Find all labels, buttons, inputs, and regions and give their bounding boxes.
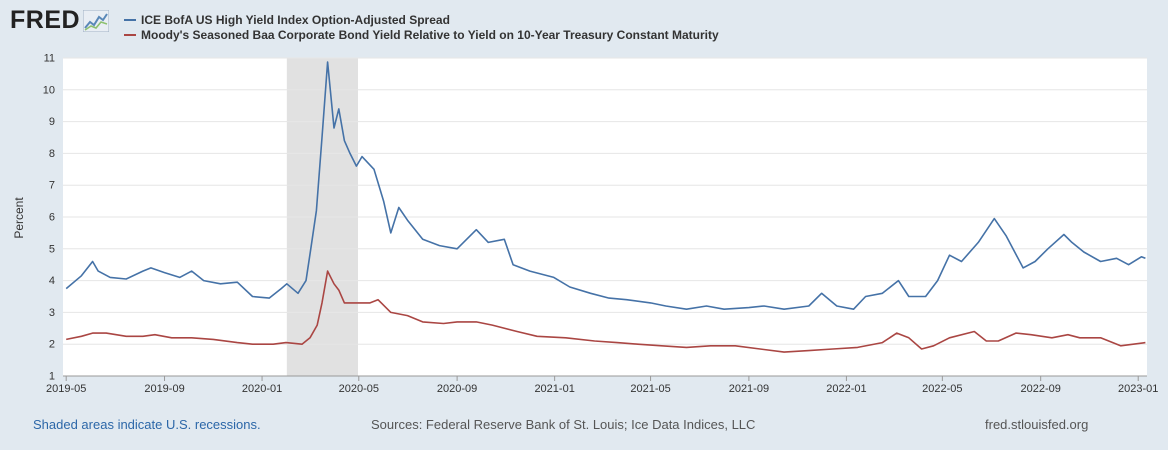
legend-item-hy-spread[interactable]: ICE BofA US High Yield Index Option-Adju… <box>124 12 719 27</box>
sources-text: Sources: Federal Reserve Bank of St. Lou… <box>371 417 756 432</box>
fred-chart-icon <box>83 9 110 32</box>
logo-text: FRED <box>10 6 81 34</box>
y-tick-label: 2 <box>49 339 55 351</box>
legend-label-baa-spread: Moody's Seasoned Baa Corporate Bond Yiel… <box>141 27 719 42</box>
line-chart[interactable]: 1 2 3 4 5 6 7 8 9 10 11 2019-05 2019-09 2020-01 2020-0… <box>0 0 1168 410</box>
chart-footer: Shaded areas indicate U.S. recessions. S… <box>0 415 1168 437</box>
x-tick-label: 2021-09 <box>729 383 769 395</box>
y-tick-label: 7 <box>49 180 55 192</box>
x-tick-label: 2022-01 <box>826 383 866 395</box>
fred-logo[interactable]: FRED <box>10 6 110 35</box>
x-tick-label: 2021-01 <box>534 383 574 395</box>
y-tick-label: 5 <box>49 243 55 255</box>
y-tick-label: 11 <box>44 53 55 65</box>
x-tick-label: 2022-09 <box>1020 383 1060 395</box>
y-tick-label: 4 <box>49 275 55 287</box>
series-line-hy-spread[interactable] <box>65 61 1146 311</box>
y-axis-title: Percent <box>12 197 26 239</box>
axis-layer: 1 2 3 4 5 6 7 8 9 10 11 2019-05 2019-09 2020-01 2020-0… <box>43 53 1159 396</box>
y-tick-label: 9 <box>49 116 55 128</box>
x-tick-label: 2023-01 <box>1118 383 1158 395</box>
chart-header: FRED ICE BofA US High Yield Index Option… <box>0 0 1168 48</box>
x-tick-label: 2020-09 <box>437 383 477 395</box>
y-tick-label: 6 <box>49 212 55 224</box>
chart-legend: ICE BofA US High Yield Index Option-Adju… <box>124 12 719 42</box>
x-tick-label: 2019-05 <box>46 383 86 395</box>
legend-item-baa-spread[interactable]: Moody's Seasoned Baa Corporate Bond Yiel… <box>124 27 719 42</box>
x-tick-label: 2020-05 <box>339 383 379 395</box>
x-tick-label: 2022-05 <box>922 383 962 395</box>
series-layer <box>65 61 1146 353</box>
y-tick-label: 8 <box>49 148 55 160</box>
y-tick-label: 10 <box>43 84 55 96</box>
series-line-baa-spread[interactable] <box>66 270 1146 353</box>
y-tick-label: 3 <box>49 307 55 319</box>
legend-swatch-baa-spread <box>124 33 136 36</box>
recession-note-link[interactable]: Shaded areas indicate U.S. recessions. <box>33 417 261 432</box>
legend-label-hy-spread: ICE BofA US High Yield Index Option-Adju… <box>141 12 450 27</box>
x-tick-label: 2021-05 <box>630 383 670 395</box>
x-tick-label: 2019-09 <box>144 383 184 395</box>
legend-swatch-hy-spread <box>124 18 136 21</box>
site-link[interactable]: fred.stlouisfed.org <box>985 417 1089 432</box>
x-tick-label: 2020-01 <box>242 383 282 395</box>
y-tick-label: 1 <box>49 371 55 383</box>
